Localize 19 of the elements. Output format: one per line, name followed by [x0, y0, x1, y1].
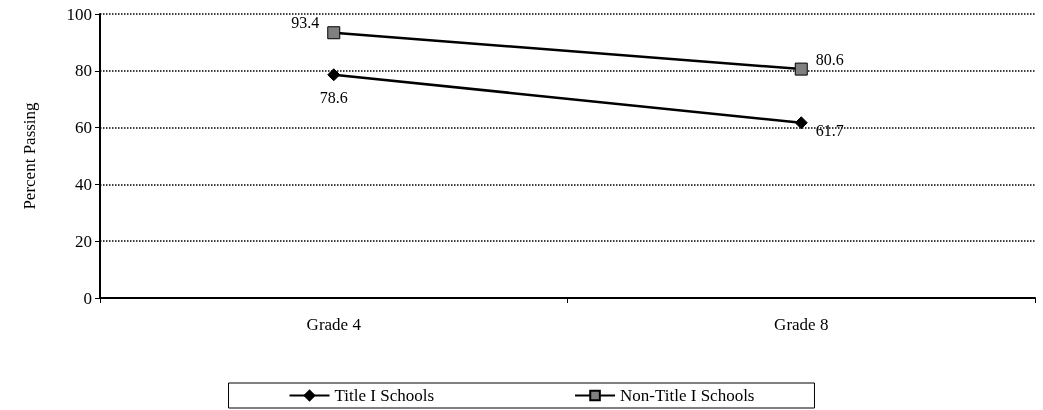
y-axis-title: Percent Passing	[20, 101, 39, 210]
x-tick-label: Grade 8	[774, 315, 829, 334]
y-tick-label: 100	[66, 4, 92, 24]
y-tick-label: 40	[75, 174, 92, 194]
data-label: 93.4	[291, 14, 320, 32]
y-tick-label: 0	[83, 288, 92, 308]
y-tick-label: 80	[75, 61, 92, 81]
point	[794, 116, 808, 130]
point	[327, 68, 341, 82]
x-tick-label: Grade 4	[306, 315, 362, 334]
data-label: 61.7	[815, 122, 844, 140]
legend-label: Title I Schools	[334, 386, 435, 405]
point	[327, 26, 341, 40]
data-label: 78.6	[319, 88, 348, 106]
data-label: 80.6	[815, 50, 844, 68]
y-tick-label: 60	[75, 118, 92, 138]
y-tick-label: 20	[75, 231, 92, 251]
legend-label: Non-Title I Schools	[620, 386, 755, 405]
point	[794, 62, 808, 76]
